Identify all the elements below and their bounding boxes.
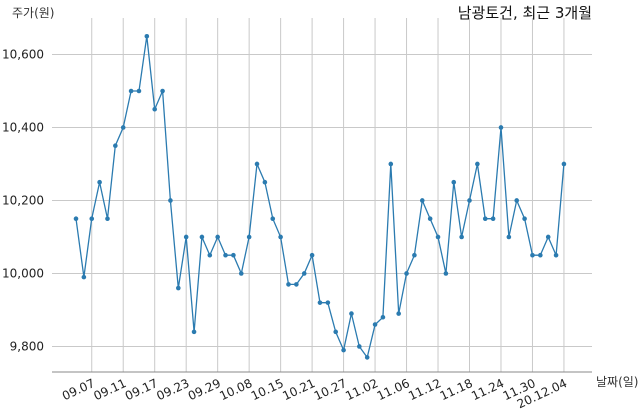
data-point	[451, 179, 457, 185]
y-tick-label: 10,600	[2, 47, 44, 61]
series-line	[75, 36, 565, 359]
data-point	[459, 234, 464, 240]
data-point	[144, 33, 150, 39]
data-point	[136, 88, 142, 94]
data-point	[404, 271, 409, 276]
data-point	[176, 285, 181, 291]
y-tick-label: 10,400	[2, 120, 44, 134]
data-point	[286, 282, 291, 287]
y-tick-label: 9,800	[10, 339, 44, 353]
data-point	[254, 161, 260, 167]
data-point	[435, 234, 441, 240]
data-point	[89, 216, 95, 222]
data-point	[183, 234, 189, 240]
data-point	[545, 234, 551, 240]
data-point	[514, 198, 520, 203]
data-point	[561, 161, 567, 167]
data-point	[498, 125, 504, 130]
data-point	[490, 216, 496, 222]
y-tick-label: 10,200	[2, 193, 44, 207]
data-point	[325, 300, 331, 305]
x-axis-title: 날짜(일)	[596, 375, 638, 389]
data-point	[396, 311, 401, 316]
data-point	[231, 252, 236, 258]
data-point	[105, 216, 110, 222]
data-point	[152, 106, 157, 112]
data-point	[443, 271, 449, 276]
data-point	[522, 216, 527, 222]
grid	[52, 18, 592, 372]
data-point	[191, 329, 197, 335]
data-point	[270, 216, 276, 222]
y-tick-labels: 9,800 10,000 10,200 10,400 10,600	[2, 47, 44, 353]
data-point	[317, 300, 323, 305]
data-point	[262, 179, 268, 185]
data-point	[553, 252, 559, 258]
data-point	[120, 125, 126, 130]
data-point	[427, 216, 433, 222]
data-point	[419, 198, 425, 203]
data-point	[73, 216, 79, 222]
data-point	[301, 271, 307, 276]
data-point	[199, 234, 205, 240]
x-tick-labels: 09.0709.1109.1709.2309.2910.0810.1510.21…	[60, 376, 569, 411]
data-point	[160, 88, 165, 94]
data-point	[246, 234, 252, 240]
data-point	[380, 314, 386, 320]
data-point	[364, 355, 370, 360]
y-axis-title: 주가(원)	[12, 6, 54, 20]
data-point	[294, 282, 299, 287]
data-point	[412, 252, 417, 258]
data-point	[372, 322, 378, 327]
data-point	[215, 234, 220, 240]
data-point	[341, 347, 346, 353]
data-point	[388, 161, 394, 167]
data-point	[223, 252, 228, 258]
data-point	[538, 252, 543, 258]
data-point	[482, 216, 488, 222]
price-series	[73, 33, 567, 360]
data-point	[530, 252, 535, 258]
data-point	[207, 252, 213, 258]
data-point	[128, 88, 134, 94]
data-point	[278, 234, 283, 240]
data-point	[238, 271, 244, 276]
y-tick-label: 10,000	[2, 266, 44, 280]
data-point	[357, 344, 362, 349]
chart-title: 남광토건, 최근 3개월	[458, 4, 592, 22]
data-point	[333, 329, 339, 335]
data-point	[309, 252, 315, 258]
data-point	[168, 198, 173, 203]
data-point	[467, 198, 472, 203]
data-point	[113, 143, 118, 149]
data-point	[506, 234, 512, 240]
data-point	[81, 274, 87, 280]
data-point	[475, 161, 480, 167]
data-point	[349, 311, 354, 316]
data-point	[97, 179, 102, 185]
